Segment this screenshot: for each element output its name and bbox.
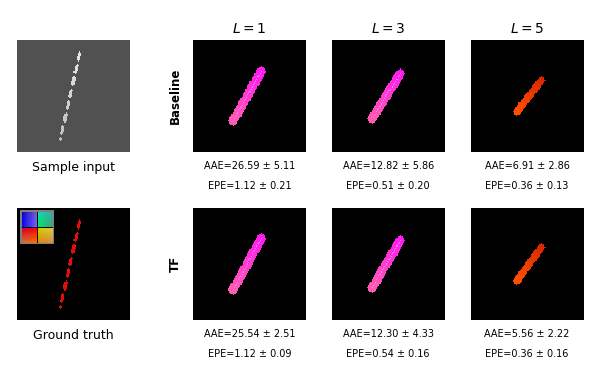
Text: Sample input: Sample input — [32, 161, 115, 174]
Text: EPE=0.54 ± 0.16: EPE=0.54 ± 0.16 — [346, 349, 430, 359]
Text: AAE=6.91 ± 2.86: AAE=6.91 ± 2.86 — [485, 161, 570, 171]
Text: EPE=1.12 ± 0.21: EPE=1.12 ± 0.21 — [208, 181, 291, 191]
Text: Ground truth: Ground truth — [33, 329, 113, 342]
Text: $L = 5$: $L = 5$ — [510, 22, 544, 36]
Text: AAE=5.56 ± 2.22: AAE=5.56 ± 2.22 — [484, 329, 570, 339]
Text: AAE=26.59 ± 5.11: AAE=26.59 ± 5.11 — [204, 161, 295, 171]
Text: AAE=25.54 ± 2.51: AAE=25.54 ± 2.51 — [204, 329, 296, 339]
Text: EPE=0.36 ± 0.13: EPE=0.36 ± 0.13 — [485, 181, 568, 191]
Text: EPE=0.36 ± 0.16: EPE=0.36 ± 0.16 — [485, 349, 568, 359]
Text: $L = 3$: $L = 3$ — [371, 22, 405, 36]
Text: EPE=1.12 ± 0.09: EPE=1.12 ± 0.09 — [208, 349, 291, 359]
Text: AAE=12.30 ± 4.33: AAE=12.30 ± 4.33 — [343, 329, 434, 339]
Text: $L = 1$: $L = 1$ — [232, 22, 267, 36]
Text: AAE=12.82 ± 5.86: AAE=12.82 ± 5.86 — [343, 161, 434, 171]
Text: Baseline: Baseline — [168, 68, 181, 124]
Text: EPE=0.51 ± 0.20: EPE=0.51 ± 0.20 — [346, 181, 430, 191]
Text: TF: TF — [168, 256, 181, 272]
